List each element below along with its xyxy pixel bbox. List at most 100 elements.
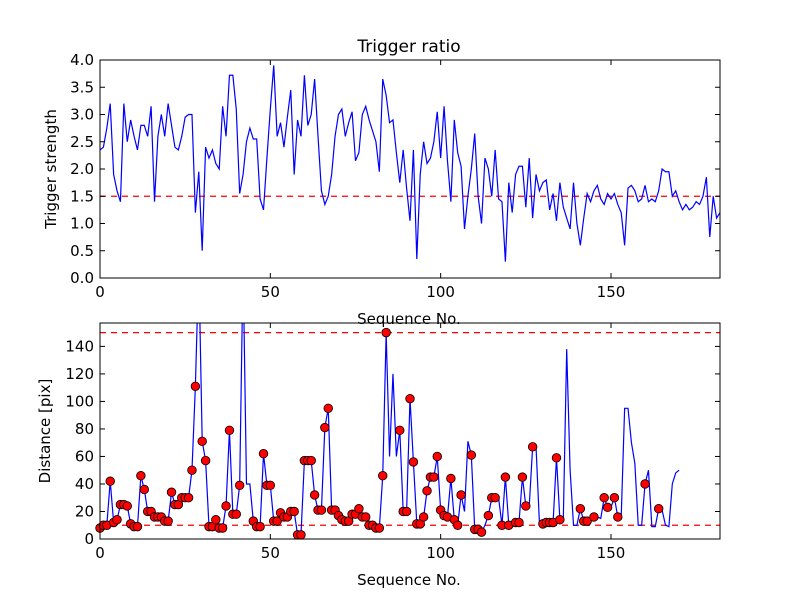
y-tick-label: 4.0 (70, 51, 94, 69)
data-point (231, 509, 241, 519)
data-point (589, 512, 599, 522)
data-point (466, 450, 477, 460)
x-axis-label: Sequence No. (357, 310, 461, 328)
data-point (640, 479, 650, 489)
data-point (395, 425, 405, 436)
data-point (255, 521, 265, 532)
y-tick-label: 100 (65, 392, 94, 410)
data-point (432, 451, 442, 462)
data-point (374, 523, 385, 533)
data-point (476, 527, 487, 537)
data-point (490, 493, 500, 503)
data-point (653, 504, 664, 514)
chart-title: Trigger ratio (356, 37, 460, 57)
data-point (582, 516, 592, 526)
data-point (272, 516, 282, 526)
data-point (483, 510, 494, 521)
data-point (429, 472, 439, 482)
y-tick-label: 1.5 (70, 187, 94, 205)
data-point (200, 455, 211, 466)
data-point (527, 442, 538, 452)
data-point (197, 436, 207, 447)
trigger-ratio-chart: Trigger ratio 0 50 100 150 0.0 0.5 1.0 1.5 2.0 2.… (42, 37, 721, 328)
data-point (166, 487, 177, 497)
data-point (613, 512, 623, 522)
y-tick-label: 3.0 (70, 106, 94, 124)
y-tick-label: 2.0 (70, 160, 94, 178)
data-point (289, 506, 299, 517)
y-tick-label: 80 (75, 420, 94, 438)
x-tick-label: 50 (261, 283, 280, 301)
data-point (602, 502, 613, 513)
data-point (163, 516, 173, 526)
data-point (234, 480, 245, 491)
x-tick-label: 150 (597, 283, 626, 301)
data-point (555, 515, 565, 525)
data-point (521, 501, 531, 511)
data-point (514, 517, 524, 528)
data-point (132, 521, 143, 532)
data-point (378, 471, 388, 481)
y-tick-label: 1.0 (70, 215, 94, 233)
data-point (354, 504, 364, 514)
data-point (265, 480, 276, 491)
y-tick-label: 120 (65, 365, 94, 383)
x-tick-label: 0 (95, 283, 105, 301)
data-point (190, 381, 201, 391)
y-tick-label: 0 (84, 530, 94, 548)
series-line (100, 65, 720, 262)
data-point (316, 505, 327, 515)
data-point (105, 476, 115, 486)
data-point (136, 471, 146, 481)
y-tick-label: 0.0 (70, 269, 94, 287)
y-axis-label: Trigger strength (42, 109, 60, 230)
data-point (211, 515, 221, 525)
y-tick-label: 0.5 (70, 242, 94, 260)
data-point (221, 501, 231, 511)
distance-chart: 0 50 100 150 0 20 40 60 80 100 120 140 Sequence No.… (36, 322, 721, 589)
data-point (323, 403, 333, 413)
x-tick-label: 50 (261, 544, 280, 562)
data-point (139, 484, 149, 495)
data-point (320, 422, 330, 433)
data-point (224, 425, 235, 436)
data-point (381, 327, 391, 338)
data-point (599, 493, 609, 503)
data-point (422, 486, 432, 496)
data-point (306, 455, 316, 466)
data-point (258, 449, 269, 459)
data-point (296, 530, 306, 540)
data-point (112, 515, 122, 525)
data-point (500, 472, 511, 482)
x-tick-label: 0 (95, 544, 105, 562)
y-axis-label: Distance [pix] (36, 379, 54, 484)
y-tick-label: 60 (75, 447, 94, 465)
data-point (183, 493, 194, 503)
data-point (446, 473, 456, 484)
data-point (456, 490, 466, 500)
y-tick-label: 2.5 (70, 133, 94, 151)
data-point (187, 465, 197, 475)
data-point (408, 457, 419, 467)
data-point (609, 493, 620, 503)
data-point (418, 512, 429, 522)
y-tick-label: 40 (75, 475, 94, 493)
x-axis-label: Sequence No. (357, 571, 461, 589)
y-tick-label: 20 (75, 502, 94, 520)
data-point (122, 501, 132, 511)
data-point (405, 393, 415, 404)
x-tick-label: 150 (597, 544, 626, 562)
y-tick-label: 3.5 (70, 78, 94, 96)
data-point (551, 453, 562, 463)
x-tick-label: 100 (426, 544, 455, 562)
data-point (517, 472, 528, 482)
data-point (217, 523, 228, 533)
data-point (309, 490, 320, 500)
bottom-plot-frame (99, 322, 721, 540)
y-tick-label: 140 (65, 337, 94, 355)
data-point (575, 504, 586, 514)
data-point (361, 512, 371, 522)
x-tick-label: 100 (426, 283, 455, 301)
